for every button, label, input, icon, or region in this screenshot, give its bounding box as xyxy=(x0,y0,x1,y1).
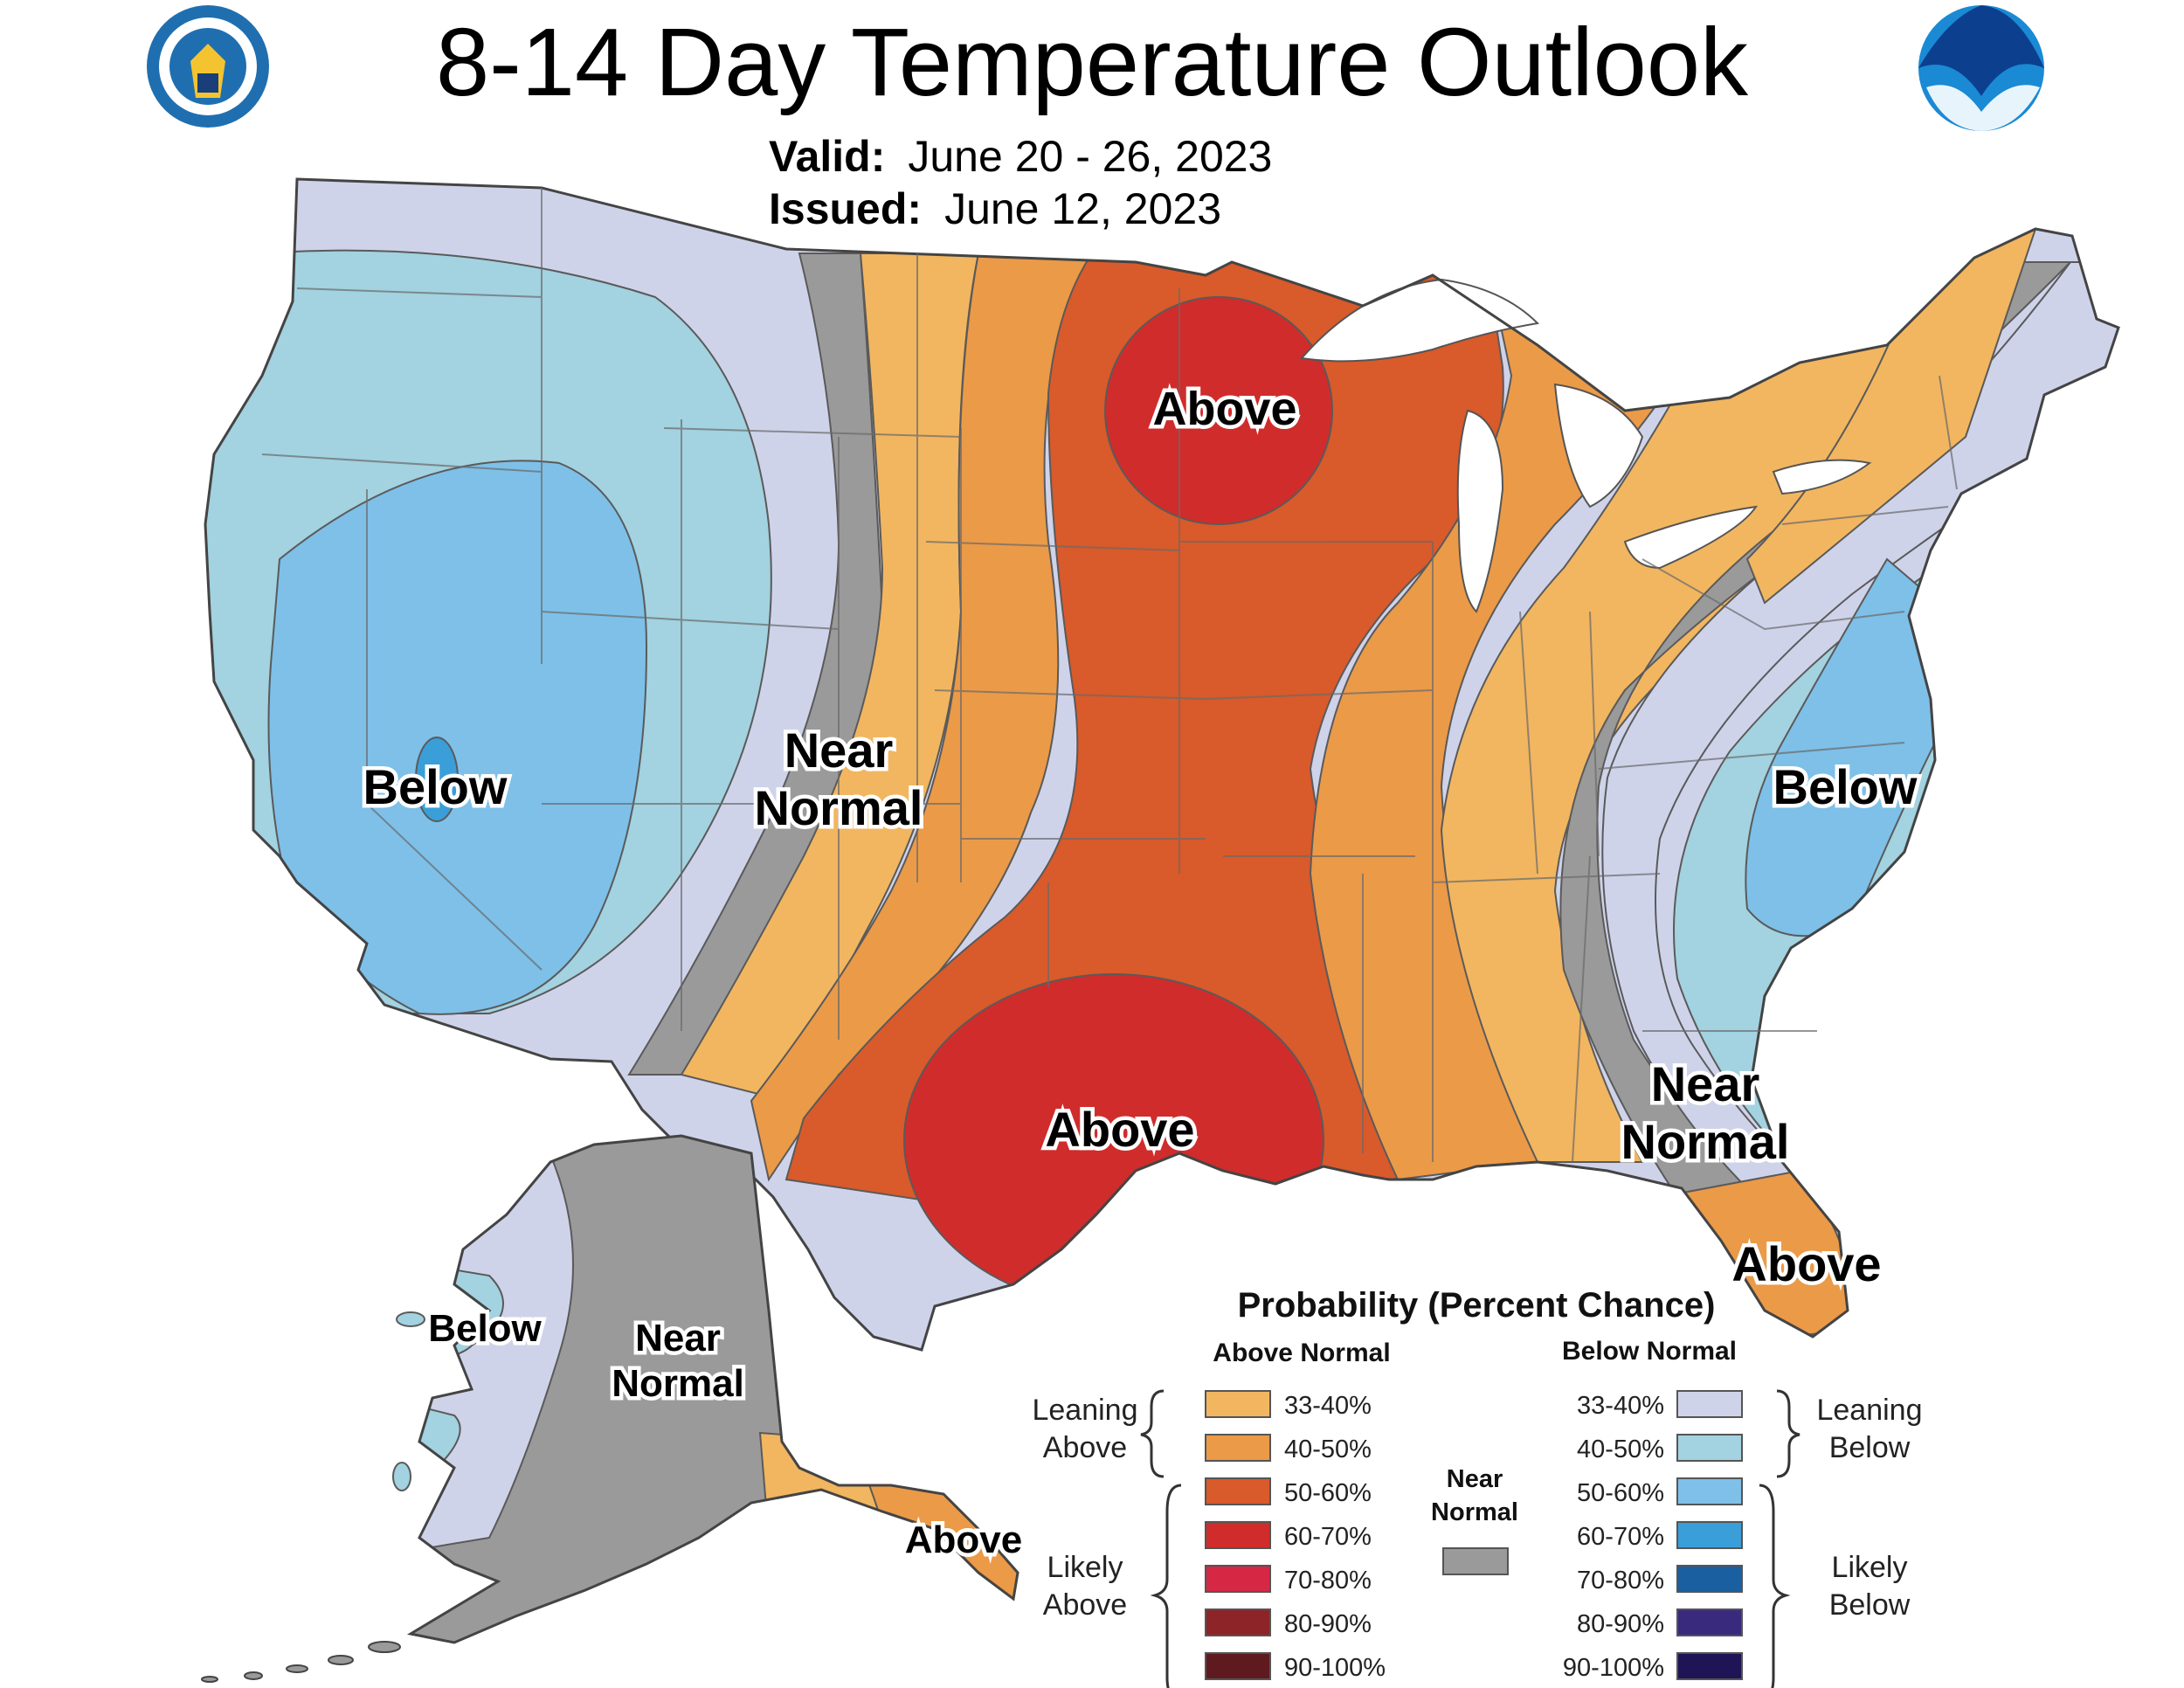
band-below-60-70-west xyxy=(415,737,459,822)
band-above-50-60-central xyxy=(784,253,1504,1207)
legend-braces xyxy=(1140,1389,1800,1688)
lake-ontario xyxy=(1772,459,1872,495)
issued-label: Issued: xyxy=(769,184,923,233)
legend-near-normal-1: Near xyxy=(1447,1465,1503,1493)
legend-above-range-3: 50-60% xyxy=(1284,1479,1372,1507)
legend-below-header: Below Normal xyxy=(1562,1337,1737,1366)
legend-below-range-1: 33-40% xyxy=(1577,1392,1664,1420)
label-near-normal-alaska: Near xyxy=(635,1317,721,1359)
legend-below-range-2: 40-50% xyxy=(1577,1435,1664,1463)
legend-below-swatch-1 xyxy=(1676,1390,1743,1418)
legend-likely-above-1: Likely xyxy=(1047,1551,1123,1584)
legend-above-range-1: 33-40% xyxy=(1284,1392,1372,1420)
legend-near-normal-swatch xyxy=(1442,1547,1509,1575)
legend-below-swatch-7 xyxy=(1676,1652,1743,1680)
label-above-alaska-southeast: Above xyxy=(905,1519,1022,1561)
legend-below-swatch-2 xyxy=(1676,1434,1743,1462)
brace-leaning-below xyxy=(1776,1389,1800,1478)
legend-above-swatch-1 xyxy=(1205,1390,1271,1418)
label-near-normal-plains-2: Normal xyxy=(755,780,923,835)
issued-value: June 12, 2023 xyxy=(944,184,1222,233)
label-below-east: Below xyxy=(1773,759,1918,814)
legend-likely-above-2: Above xyxy=(1043,1588,1127,1622)
great-lakes xyxy=(1300,278,1872,613)
state-lines xyxy=(261,188,1958,1163)
aleutian-islands xyxy=(201,1311,425,1683)
legend-below-range-5: 70-80% xyxy=(1577,1567,1664,1595)
label-above-texas: Above xyxy=(1045,1102,1194,1157)
legend-above-swatches: 33-40% 40-50% 50-60% 60-70% 70-80% 80-90% 90-1… xyxy=(1205,1390,1386,1682)
legend-above-swatch-3 xyxy=(1205,1477,1271,1505)
legend-below-swatch-6 xyxy=(1676,1608,1743,1636)
legend-above-range-4: 60-70% xyxy=(1284,1523,1372,1551)
brace-likely-above xyxy=(1150,1484,1182,1688)
lake-michigan xyxy=(1456,409,1504,613)
legend-below-swatch-4 xyxy=(1676,1521,1743,1549)
legend-above-swatch-5 xyxy=(1205,1565,1271,1593)
band-above-33-40-northeast-coast xyxy=(1745,227,2037,605)
label-above-upper-midwest: Above xyxy=(1152,383,1296,435)
valid-dates: Valid: June 20 - 26, 2023 xyxy=(769,131,1272,182)
legend-above-header: Above Normal xyxy=(1213,1339,1390,1367)
brace-likely-below xyxy=(1759,1484,1791,1688)
legend: Probability (Percent Chance) Above Norma… xyxy=(1032,1286,1923,1688)
legend-above-swatch-6 xyxy=(1205,1608,1271,1636)
legend-below-range-4: 60-70% xyxy=(1577,1523,1664,1551)
legend-below-range-3: 50-60% xyxy=(1577,1479,1664,1507)
legend-above-range-7: 90-100% xyxy=(1284,1654,1386,1682)
band-above-60-70-upper-midwest xyxy=(1104,296,1333,525)
issued-date: Issued: June 12, 2023 xyxy=(769,183,1221,234)
legend-title: Probability (Percent Chance) xyxy=(1238,1286,1716,1325)
label-near-normal-alaska-2: Normal xyxy=(612,1362,744,1405)
legend-likely-below-1: Likely xyxy=(1832,1551,1908,1584)
brace-leaning-above xyxy=(1140,1389,1165,1478)
legend-leaning-above-2: Above xyxy=(1043,1431,1127,1464)
legend-likely-below-2: Below xyxy=(1829,1588,1911,1622)
legend-leaning-below-2: Below xyxy=(1829,1431,1911,1464)
legend-below-swatches: 33-40% 40-50% 50-60% 60-70% 70-80% 80-90% 90-1… xyxy=(1563,1390,1743,1682)
legend-above-swatch-7 xyxy=(1205,1652,1271,1680)
legend-above-swatch-2 xyxy=(1205,1434,1271,1462)
noaa-logo-icon xyxy=(1918,5,2044,131)
label-below-west: Below xyxy=(363,759,508,814)
legend-below-range-7: 90-100% xyxy=(1563,1654,1664,1682)
lake-huron xyxy=(1553,383,1644,508)
label-near-normal-southeast-2: Normal xyxy=(1621,1114,1790,1169)
legend-leaning-below-1: Leaning xyxy=(1816,1394,1922,1427)
valid-value: June 20 - 26, 2023 xyxy=(908,132,1273,181)
legend-above-range-5: 70-80% xyxy=(1284,1567,1372,1595)
legend-above-range-6: 80-90% xyxy=(1284,1610,1372,1638)
page-title: 8-14 Day Temperature Outlook xyxy=(435,9,1749,116)
legend-leaning-above-1: Leaning xyxy=(1032,1394,1137,1427)
band-below-50-60-west xyxy=(267,460,648,1015)
conus-outline xyxy=(204,177,2120,1352)
legend-near-normal-2: Normal xyxy=(1431,1498,1518,1526)
department-of-commerce-seal-icon xyxy=(147,5,269,128)
label-above-florida: Above xyxy=(1731,1236,1881,1291)
valid-label: Valid: xyxy=(769,132,886,181)
legend-below-range-6: 80-90% xyxy=(1577,1610,1664,1638)
legend-below-swatch-3 xyxy=(1676,1477,1743,1505)
lake-erie xyxy=(1623,505,1759,570)
legend-above-swatch-4 xyxy=(1205,1521,1271,1549)
legend-above-range-2: 40-50% xyxy=(1284,1435,1372,1463)
legend-below-swatch-5 xyxy=(1676,1565,1743,1593)
label-near-normal-southeast: Near xyxy=(1651,1056,1760,1111)
alaska-outline xyxy=(406,1134,1019,1644)
label-below-alaska-west: Below xyxy=(428,1307,542,1350)
label-near-normal-plains: Near xyxy=(784,723,894,778)
